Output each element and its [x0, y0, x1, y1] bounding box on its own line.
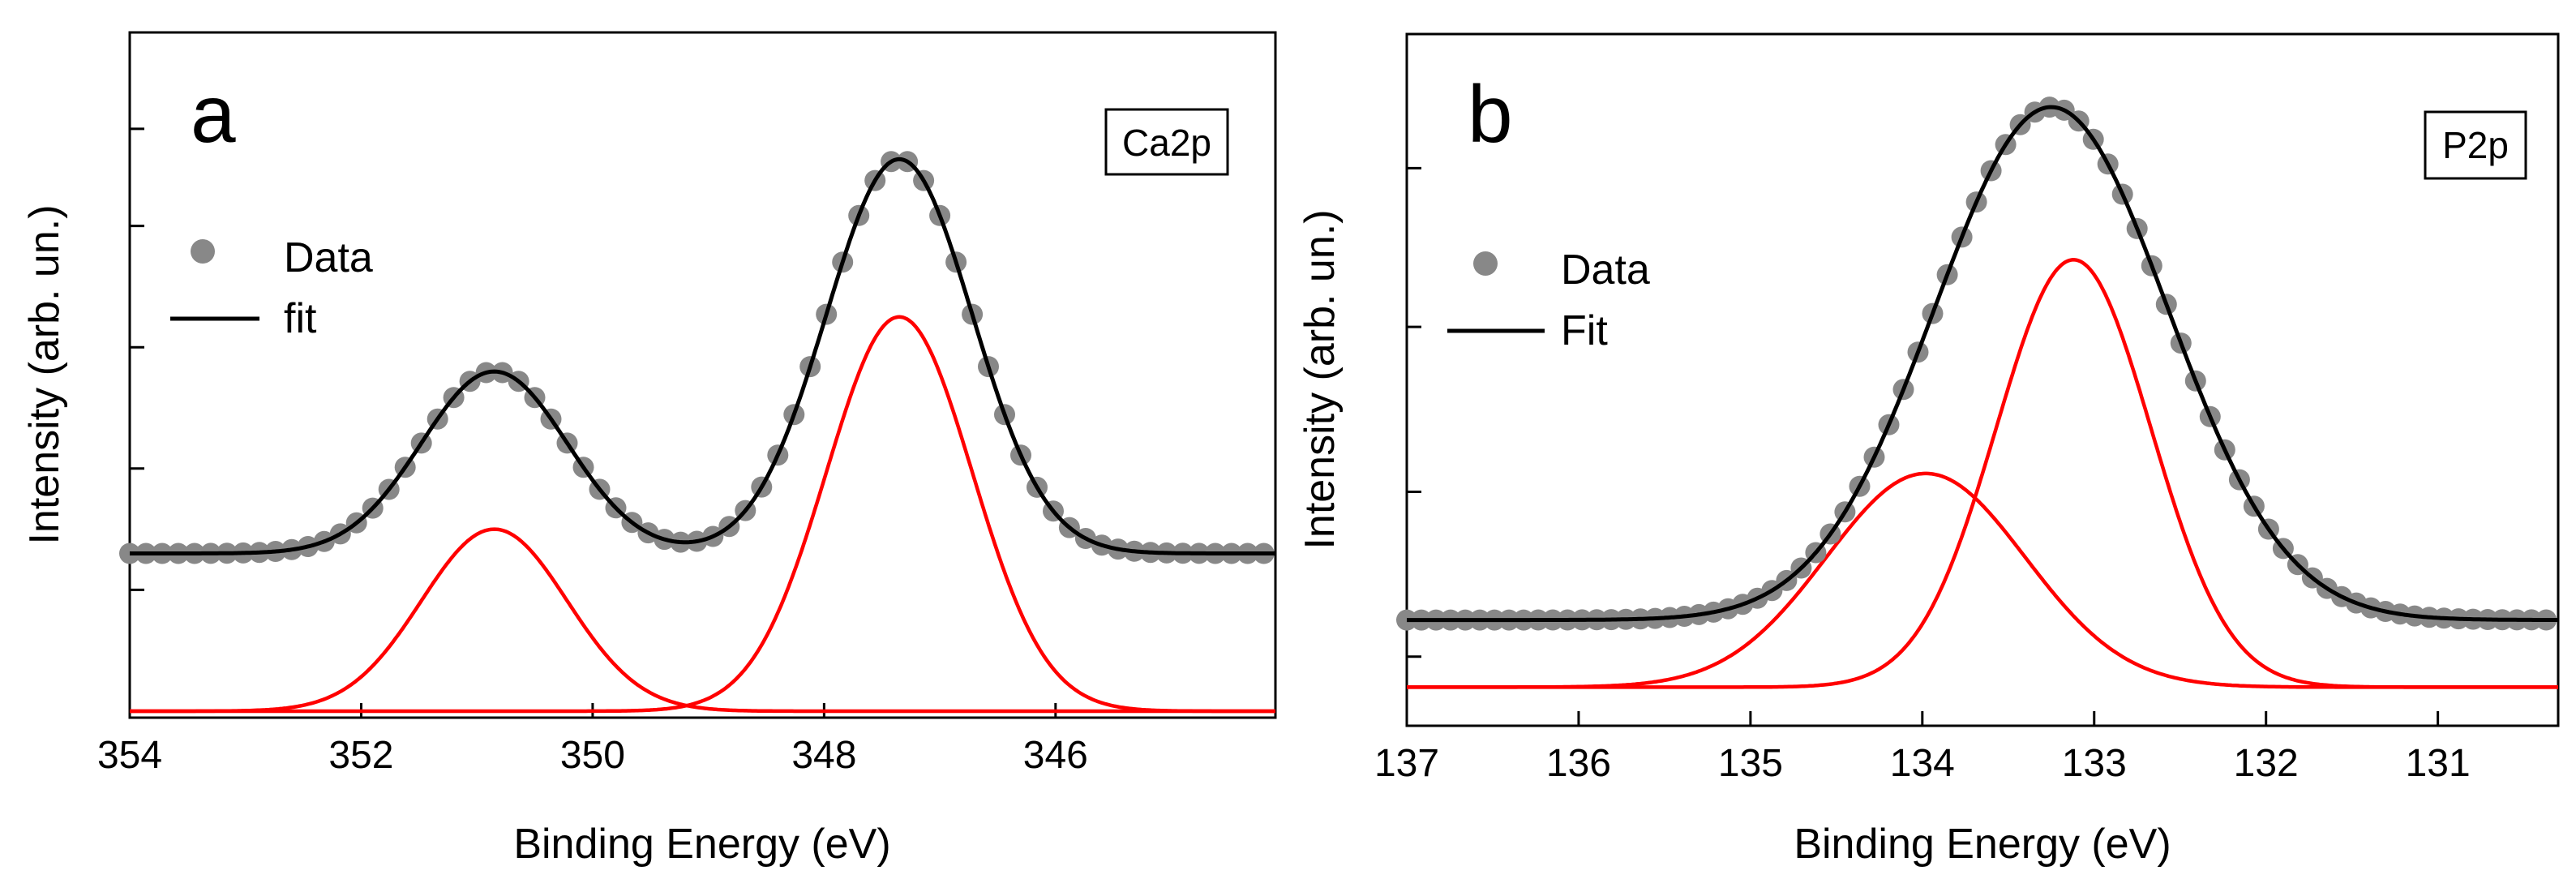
data-layer-a: [119, 151, 1275, 714]
region-tag-b: P2p: [2442, 124, 2509, 166]
legend-data-marker-b: [1473, 251, 1498, 276]
x-tick-label-b-2: 135: [1718, 742, 1783, 785]
x-axis-label-a: Binding Energy (eV): [513, 821, 890, 868]
x-tick-label-b-3: 134: [1890, 742, 1955, 785]
x-tick-label-a-3: 348: [791, 734, 856, 777]
plot-frame-a: [128, 31, 1277, 719]
legend-data-marker-a: [191, 239, 215, 264]
x-tick-label-a-4: 346: [1023, 734, 1088, 777]
x-tick-label-a-1: 352: [328, 734, 393, 777]
region-tag-a: Ca2p: [1122, 122, 1211, 164]
panel-b: 137 136 135 134 133 132 131 b P2p Data Fit Int…: [1297, 32, 2560, 868]
x-tick-label-b-4: 133: [2062, 742, 2127, 785]
component-curve-b-2: [1407, 258, 2558, 689]
x-tick-label-b-5: 132: [2234, 742, 2299, 785]
y-axis-label-a: Intensity (arb. un.): [21, 204, 68, 544]
legend-data-label-b: Data: [1561, 247, 1650, 294]
legend-fit-label-a: fit: [284, 295, 317, 342]
y-axis-label-b: Intensity (arb. un.): [1297, 209, 1344, 549]
axis-ticks-b: 137 136 135 134 133 132 131: [1374, 166, 2471, 785]
legend-data-label-a: Data: [284, 234, 373, 281]
fit-curve-b: [1407, 105, 2558, 623]
component-curve-a-2: [130, 315, 1275, 714]
x-axis-label-b: Binding Energy (eV): [1794, 821, 2171, 868]
panel-a: 354 352 350 348 346 a Ca2p Data fit Intensit…: [21, 31, 1277, 868]
plot-frame-b: [1405, 32, 2560, 727]
region-tag-box-b: [2424, 110, 2527, 180]
data-layer-b: [1396, 96, 2558, 689]
component-curve-b-1: [1407, 471, 2558, 689]
legend-fit-label-b: Fit: [1561, 307, 1608, 354]
component-curve-a-1: [130, 527, 1275, 714]
x-tick-label-a-2: 350: [560, 734, 625, 777]
fit-curve-a: [130, 157, 1275, 555]
x-tick-label-b-6: 131: [2406, 742, 2471, 785]
panel-letter-b: b: [1468, 69, 1513, 160]
panel-letter-a: a: [191, 69, 236, 160]
x-tick-label-a-0: 354: [97, 734, 162, 777]
region-tag-box-a: [1104, 108, 1229, 176]
x-tick-label-b-1: 136: [1546, 742, 1611, 785]
x-tick-label-b-0: 137: [1374, 742, 1439, 785]
